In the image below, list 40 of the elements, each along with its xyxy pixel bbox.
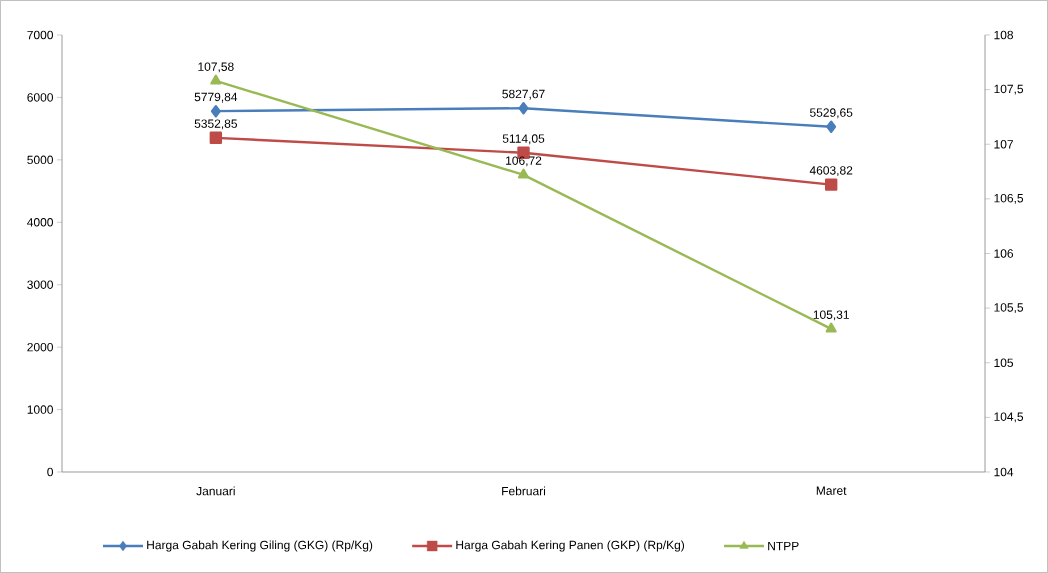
point [517, 168, 530, 179]
y2-tick-label: 108 [994, 30, 1014, 40]
y2-tick-label: 104,5 [994, 412, 1024, 423]
data-label: 5779,84 [194, 92, 238, 103]
data-label: 107,58 [198, 62, 234, 73]
y2-tick-label: 107,5 [994, 84, 1024, 95]
x-tick-label: Maret [816, 486, 847, 495]
y2-tick-label: 105 [994, 358, 1014, 367]
point [825, 322, 837, 333]
y-tick-label: 2000 [27, 342, 53, 352]
data-label: 105,31 [813, 310, 849, 321]
y-tick-label: 6000 [27, 93, 53, 102]
y2-tick-label: 104 [994, 467, 1014, 477]
legend-label: Harga Gabah Kering Panen (GKP) (Rp/Kg) [456, 540, 685, 552]
data-label: 5352,85 [194, 119, 238, 130]
y-tick-label: 5000 [27, 155, 53, 165]
point [826, 120, 837, 133]
point [210, 74, 222, 85]
x-tick-label: Januari [196, 486, 235, 496]
y2-tick-label: 107 [994, 140, 1013, 149]
data-label: 4603,82 [809, 166, 853, 177]
data-label: 5114,05 [502, 134, 545, 145]
legend-label: Harga Gabah Kering Giling (GKG) (Rp/Kg) [147, 540, 373, 552]
data-label: 106,72 [506, 156, 542, 167]
y2-tick-label: 106,5 [994, 193, 1024, 204]
x-tick-label: Februari [502, 486, 546, 496]
legend-label: NTPP [768, 541, 799, 551]
y-tick-label: 1000 [27, 405, 53, 414]
data-label: 5529,65 [809, 108, 853, 119]
point [824, 178, 838, 191]
y2-tick-label: 105,5 [994, 303, 1024, 314]
point [518, 101, 529, 115]
point [209, 131, 223, 145]
data-label: 5827,67 [502, 89, 545, 100]
y-tick-label: 7000 [27, 30, 53, 40]
y-tick-label: 4000 [27, 218, 53, 227]
y-tick-label: 3000 [27, 280, 53, 289]
point [210, 104, 221, 118]
y2-tick-label: 106 [994, 249, 1014, 258]
y-tick-label: 0 [47, 467, 54, 477]
